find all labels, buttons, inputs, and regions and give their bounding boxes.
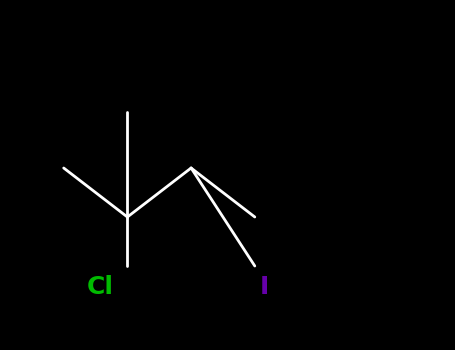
Text: Cl: Cl — [86, 275, 114, 299]
Text: I: I — [259, 275, 268, 299]
